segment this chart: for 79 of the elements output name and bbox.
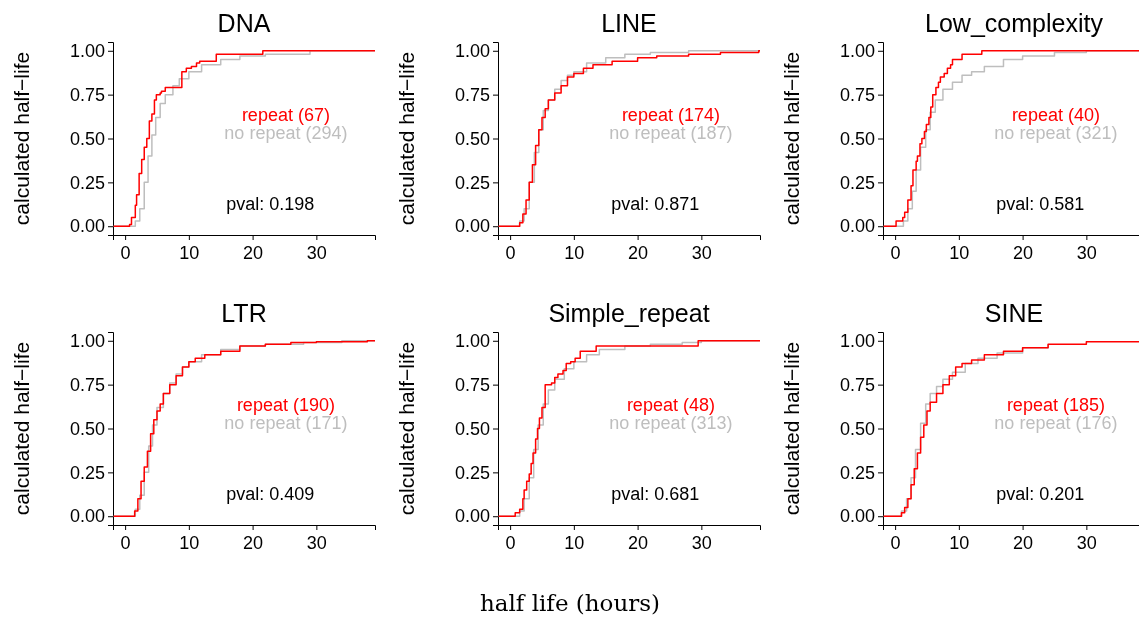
y-tick-label: 0.00 [839,216,875,237]
annotation: pval: 0.201 [996,484,1085,505]
y-axis-title: calculated half−life [780,341,803,516]
x-tick-label: 30 [691,243,712,264]
chart-title: Low_complexity [925,9,1104,37]
y-tick-label: 0.25 [69,462,105,483]
text: repeat (40) [1011,104,1100,125]
x-tick-label: 10 [564,243,585,264]
chart-title: LINE [601,9,657,37]
x-tick-label: 0 [120,533,131,554]
y-tick-label: 0.75 [69,374,105,395]
y-tick-label: 0.25 [454,172,490,193]
y-tick-label: 0.50 [69,418,105,439]
y-tick-label: 0.75 [839,374,875,395]
annotation: pval: 0.581 [996,194,1085,215]
y-tick-label: 0.75 [454,84,490,105]
x-tick-label: 30 [1076,243,1097,264]
y-tick-label: 1.00 [839,331,875,352]
x-tick-label: 20 [243,533,264,554]
x-tick-label: 20 [628,533,649,554]
x-tick-label: 0 [505,533,516,554]
y-tick-label: 0.50 [454,418,490,439]
chart-title: LTR [221,299,267,327]
x-tick-label: 20 [1013,243,1034,264]
y-tick-label: 0.25 [454,462,490,483]
x-tick-label: 10 [179,533,200,554]
x-tick-label: 10 [949,533,970,554]
y-tick-label: 0.50 [454,128,490,149]
x-tick-label: 0 [120,243,131,264]
y-tick-label: 0.25 [839,172,875,193]
x-tick-label: 20 [243,243,264,264]
text: repeat (48) [626,394,715,415]
y-tick-label: 0.25 [69,172,105,193]
y-tick-label: 1.00 [69,41,105,62]
y-tick-label: 1.00 [454,331,490,352]
y-axis-title: calculated half−life [780,51,803,226]
x-tick-label: 0 [890,243,901,264]
y-axis-title: calculated half−life [395,51,418,226]
y-tick-label: 0.00 [69,506,105,527]
x-tick-label: 30 [306,533,327,554]
x-tick-label: 10 [949,243,970,264]
annotation: pval: 0.871 [611,194,700,215]
text: repeat (67) [241,104,330,125]
y-tick-label: 1.00 [839,41,875,62]
annotation: pval: 0.681 [611,484,700,505]
text: repeat (190) [236,394,335,415]
y-tick-label: 1.00 [69,331,105,352]
y-tick-label: 0.50 [839,418,875,439]
y-tick-label: 0.75 [839,84,875,105]
text: repeat (185) [1006,394,1105,415]
chart-title: DNA [217,9,271,37]
y-tick-label: 1.00 [454,41,490,62]
x-tick-label: 0 [890,533,901,554]
annotation: pval: 0.409 [226,484,315,505]
y-tick-label: 0.00 [839,506,875,527]
x-tick-label: 30 [691,533,712,554]
y-tick-label: 0.50 [839,128,875,149]
y-tick-label: 0.00 [454,216,490,237]
y-axis-title: calculated half−life [395,341,418,516]
x-tick-label: 10 [564,533,585,554]
y-tick-label: 0.00 [69,216,105,237]
y-tick-label: 0.50 [69,128,105,149]
x-axis-title: half life (hours) [479,590,661,616]
y-axis-title: calculated half−life [10,51,33,226]
x-tick-label: 0 [505,243,516,264]
y-tick-label: 0.25 [839,462,875,483]
annotation: pval: 0.198 [226,194,315,215]
chart-title: Simple_repeat [548,299,710,327]
y-axis-title: calculated half−life [10,341,33,516]
chart-title: SINE [984,299,1044,327]
x-tick-label: 20 [628,243,649,264]
x-tick-label: 30 [1076,533,1097,554]
y-tick-label: 0.75 [454,374,490,395]
y-tick-label: 0.00 [454,506,490,527]
x-tick-label: 30 [306,243,327,264]
y-tick-label: 0.75 [69,84,105,105]
text: repeat (174) [621,104,720,125]
x-tick-label: 20 [1013,533,1034,554]
x-tick-label: 10 [179,243,200,264]
